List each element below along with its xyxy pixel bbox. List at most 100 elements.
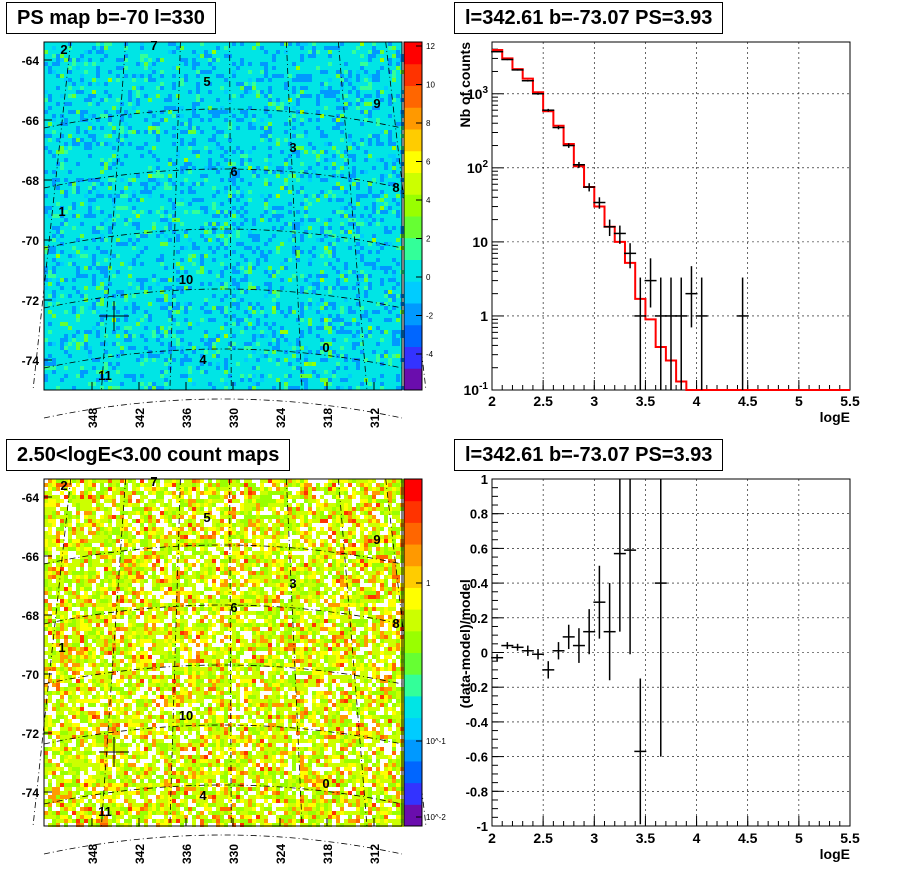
map-pixel — [80, 595, 84, 599]
map-pixel — [368, 607, 372, 611]
map-pixel — [220, 571, 224, 575]
map-pixel — [72, 206, 76, 210]
map-pixel — [376, 483, 380, 487]
map-pixel — [232, 511, 236, 515]
map-pixel — [160, 555, 164, 559]
map-pixel — [300, 42, 304, 46]
map-pixel — [280, 334, 284, 338]
map-pixel — [380, 382, 384, 386]
map-pixel — [236, 146, 240, 150]
map-pixel — [204, 567, 208, 571]
map-pixel — [180, 559, 184, 563]
map-pixel — [100, 250, 104, 254]
map-pixel — [80, 78, 84, 82]
map-pixel — [116, 487, 120, 491]
map-pixel — [44, 539, 48, 543]
map-pixel — [152, 354, 156, 358]
map-pixel — [392, 54, 396, 58]
map-pixel — [232, 479, 236, 483]
map-pixel — [316, 238, 320, 242]
map-pixel — [200, 42, 204, 46]
map-pixel — [268, 102, 272, 106]
map-pixel — [124, 374, 128, 378]
map-pixel — [272, 334, 276, 338]
map-pixel — [368, 250, 372, 254]
map-pixel — [160, 306, 164, 310]
map-pixel — [180, 106, 184, 110]
map-pixel — [56, 575, 60, 579]
map-pixel — [120, 142, 124, 146]
map-pixel — [304, 214, 308, 218]
map-pixel — [340, 206, 344, 210]
map-pixel — [168, 583, 172, 587]
map-pixel — [300, 507, 304, 511]
map-pixel — [304, 583, 308, 587]
map-pixel — [104, 499, 108, 503]
map-pixel — [224, 599, 228, 603]
map-pixel — [128, 599, 132, 603]
map-pixel — [308, 286, 312, 290]
map-pixel — [384, 166, 388, 170]
map-pixel — [360, 575, 364, 579]
map-pixel — [328, 595, 332, 599]
map-pixel — [164, 487, 168, 491]
map-pixel — [136, 579, 140, 583]
map-pixel — [196, 270, 200, 274]
map-pixel — [300, 190, 304, 194]
map-pixel — [72, 386, 76, 390]
colorbar-tick-label: 8 — [426, 119, 431, 128]
map-pixel — [84, 571, 88, 575]
map-pixel — [348, 74, 352, 78]
map-pixel — [396, 54, 400, 58]
map-pixel — [184, 491, 188, 495]
colorbar-tick-label: 4 — [426, 196, 431, 205]
map-pixel — [108, 194, 112, 198]
map-pixel — [76, 130, 80, 134]
map-pixel — [240, 511, 244, 515]
map-pixel — [76, 591, 80, 595]
map-pixel — [168, 286, 172, 290]
map-pixel — [292, 114, 296, 118]
map-pixel — [396, 611, 400, 615]
map-pixel — [308, 262, 312, 266]
map-pixel — [352, 495, 356, 499]
map-pixel — [88, 575, 92, 579]
map-pixel — [108, 386, 112, 390]
map-pixel — [260, 354, 264, 358]
map-pixel — [108, 531, 112, 535]
map-pixel — [80, 603, 84, 607]
map-pixel — [192, 198, 196, 202]
map-pixel — [244, 495, 248, 499]
map-pixel — [80, 370, 84, 374]
map-pixel — [124, 575, 128, 579]
map-pixel — [380, 595, 384, 599]
map-pixel — [360, 142, 364, 146]
map-pixel — [288, 362, 292, 366]
map-pixel — [80, 86, 84, 90]
map-pixel — [60, 58, 64, 62]
map-pixel — [320, 178, 324, 182]
map-pixel — [148, 607, 152, 611]
map-pixel — [140, 603, 144, 607]
map-pixel — [188, 370, 192, 374]
map-pixel — [124, 110, 128, 114]
map-pixel — [240, 150, 244, 154]
map-pixel — [240, 318, 244, 322]
map-pixel — [100, 238, 104, 242]
map-pixel — [128, 567, 132, 571]
map-pixel — [104, 495, 108, 499]
map-pixel — [388, 551, 392, 555]
map-pixel — [276, 503, 280, 507]
map-pixel — [200, 591, 204, 595]
map-pixel — [48, 531, 52, 535]
y-tick-label: -66 — [22, 114, 40, 128]
map-pixel — [140, 278, 144, 282]
map-pixel — [92, 94, 96, 98]
map-pixel — [84, 507, 88, 511]
map-pixel — [396, 378, 400, 382]
map-pixel — [92, 278, 96, 282]
map-pixel — [148, 499, 152, 503]
map-pixel — [284, 531, 288, 535]
map-pixel — [292, 222, 296, 226]
map-pixel — [224, 158, 228, 162]
